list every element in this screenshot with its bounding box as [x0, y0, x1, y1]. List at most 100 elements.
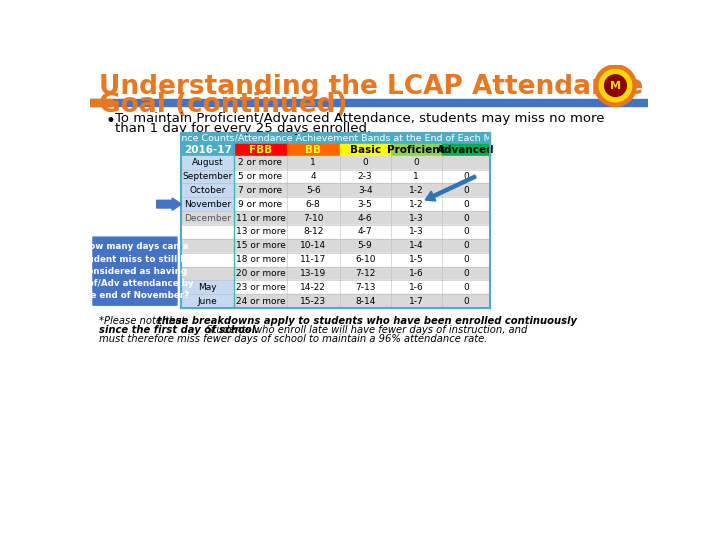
- Bar: [442, 197, 490, 211]
- Text: 4-6: 4-6: [358, 213, 372, 222]
- Text: 7-10: 7-10: [303, 213, 323, 222]
- Text: 3-5: 3-5: [358, 200, 372, 208]
- Bar: [234, 239, 287, 253]
- Text: 2 or more: 2 or more: [238, 158, 282, 167]
- Text: Basic: Basic: [350, 145, 381, 155]
- Bar: [234, 294, 287, 308]
- Text: 7-13: 7-13: [355, 283, 375, 292]
- Text: 1-3: 1-3: [409, 227, 423, 237]
- Bar: [287, 253, 340, 267]
- Bar: [234, 144, 287, 156]
- Bar: [391, 184, 442, 197]
- Bar: [340, 211, 391, 225]
- Bar: [287, 239, 340, 253]
- Bar: [391, 280, 442, 294]
- Text: 1-6: 1-6: [409, 283, 423, 292]
- Bar: [340, 184, 391, 197]
- Bar: [287, 294, 340, 308]
- Text: To maintain Proficient/Advanced Attendance, students may miss no more: To maintain Proficient/Advanced Attendan…: [114, 112, 604, 125]
- Text: 6-8: 6-8: [306, 200, 320, 208]
- Bar: [442, 253, 490, 267]
- Bar: [181, 280, 234, 294]
- Bar: [234, 211, 287, 225]
- Bar: [90, 99, 648, 106]
- Bar: [287, 225, 340, 239]
- Bar: [181, 253, 234, 267]
- Text: must therefore miss fewer days of school to maintain a 96% attendance rate.: must therefore miss fewer days of school…: [99, 334, 487, 345]
- Text: 6-10: 6-10: [355, 255, 375, 264]
- Bar: [181, 294, 234, 308]
- Text: How many days can a
student miss to still be
considered as having
Prof/Adv atten: How many days can a student miss to stil…: [76, 242, 193, 300]
- Text: 1-3: 1-3: [409, 213, 423, 222]
- Bar: [287, 184, 340, 197]
- Text: September: September: [183, 172, 233, 181]
- Bar: [234, 267, 287, 280]
- Text: 0: 0: [463, 269, 469, 278]
- Text: 1-5: 1-5: [409, 255, 423, 264]
- Bar: [442, 239, 490, 253]
- Bar: [391, 144, 442, 156]
- Bar: [181, 156, 234, 170]
- Text: 11-17: 11-17: [300, 255, 326, 264]
- Text: 0: 0: [413, 158, 419, 167]
- Circle shape: [599, 70, 631, 102]
- Text: 11 or more: 11 or more: [235, 213, 285, 222]
- Bar: [442, 294, 490, 308]
- Text: 4: 4: [310, 172, 316, 181]
- Bar: [287, 280, 340, 294]
- Text: Proficient: Proficient: [387, 145, 445, 155]
- FancyBboxPatch shape: [91, 236, 179, 307]
- Bar: [234, 225, 287, 239]
- Bar: [340, 156, 391, 170]
- Bar: [234, 197, 287, 211]
- Text: 0: 0: [362, 158, 368, 167]
- Text: 0: 0: [463, 186, 469, 195]
- Bar: [181, 132, 490, 144]
- Text: 0: 0: [463, 283, 469, 292]
- Bar: [234, 253, 287, 267]
- Bar: [391, 197, 442, 211]
- Text: 1-2: 1-2: [409, 186, 423, 195]
- Bar: [391, 211, 442, 225]
- Text: BB: BB: [305, 145, 321, 155]
- Bar: [442, 267, 490, 280]
- Bar: [181, 144, 234, 156]
- Bar: [181, 170, 234, 184]
- Bar: [181, 267, 234, 280]
- Bar: [442, 184, 490, 197]
- Text: 5-6: 5-6: [306, 186, 320, 195]
- Bar: [442, 280, 490, 294]
- Text: 2-3: 2-3: [358, 172, 372, 181]
- Bar: [287, 267, 340, 280]
- Bar: [340, 253, 391, 267]
- Bar: [234, 280, 287, 294]
- Bar: [340, 294, 391, 308]
- Bar: [442, 144, 490, 156]
- Text: Understanding the LCAP Attendance: Understanding the LCAP Attendance: [99, 74, 644, 100]
- Text: 1-6: 1-6: [409, 269, 423, 278]
- Circle shape: [605, 75, 626, 96]
- Text: 1: 1: [413, 172, 419, 181]
- Text: 2016-17: 2016-17: [184, 145, 232, 155]
- Text: 1-7: 1-7: [409, 296, 423, 306]
- Text: 1-4: 1-4: [409, 241, 423, 250]
- Bar: [442, 225, 490, 239]
- Bar: [391, 225, 442, 239]
- Bar: [340, 225, 391, 239]
- Bar: [340, 197, 391, 211]
- Bar: [234, 156, 287, 170]
- Text: FBB: FBB: [249, 145, 272, 155]
- Text: 1: 1: [310, 158, 316, 167]
- Bar: [287, 197, 340, 211]
- Text: 0: 0: [463, 255, 469, 264]
- Text: 13-19: 13-19: [300, 269, 326, 278]
- Text: May: May: [199, 283, 217, 292]
- Text: June: June: [198, 296, 217, 306]
- Text: Goal (continued): Goal (continued): [99, 92, 348, 118]
- Text: October: October: [189, 186, 226, 195]
- Text: November: November: [184, 200, 231, 208]
- Text: 0: 0: [463, 200, 469, 208]
- Text: *Please note that: *Please note that: [99, 316, 189, 326]
- FancyArrow shape: [157, 198, 181, 211]
- Text: Absence Counts/Attendance Achievement Bands at the End of Each Month: Absence Counts/Attendance Achievement Ba…: [158, 134, 513, 143]
